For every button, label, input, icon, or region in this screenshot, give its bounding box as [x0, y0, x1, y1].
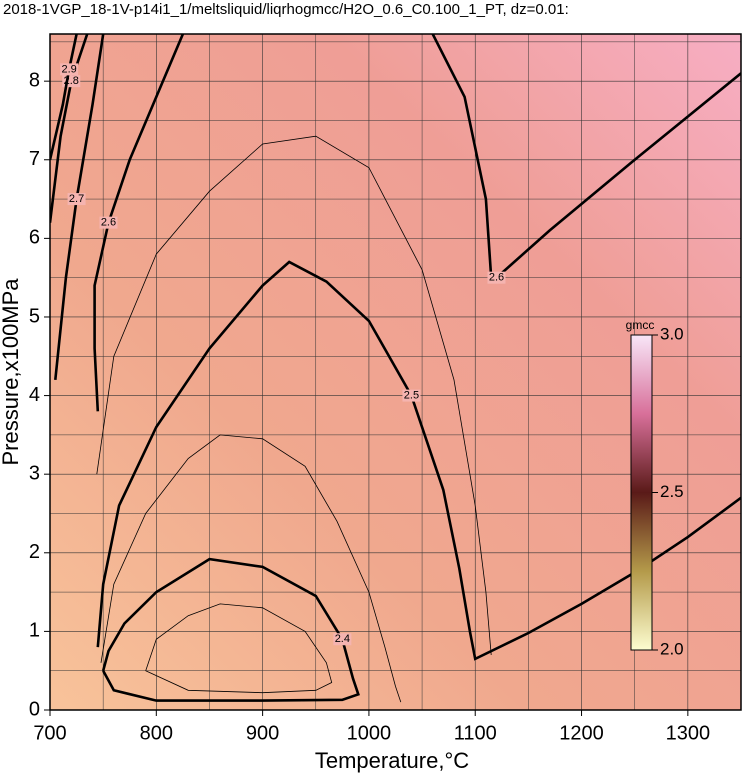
- contour-label-bg: [487, 271, 506, 284]
- contour-line: [100, 434, 402, 703]
- y-tick-label: 5: [29, 305, 40, 327]
- contour-label-bg: [333, 633, 352, 646]
- x-tick-label: 1100: [454, 722, 497, 744]
- colorbar-label: gmcc: [626, 318, 655, 332]
- x-tick-label: 1200: [559, 722, 604, 744]
- contour-line: [145, 603, 333, 694]
- contour-label-bg: [402, 389, 421, 402]
- contour-label-bg: [60, 63, 79, 76]
- y-tick-label: 1: [29, 620, 40, 642]
- x-tick-label: 800: [140, 722, 173, 744]
- contour-label: 2.7: [69, 193, 84, 205]
- x-tick-label: 1000: [347, 722, 392, 744]
- y-tick-label: 6: [29, 227, 40, 249]
- contour-line: [50, 34, 89, 223]
- colorbar-tick-label: 3.0: [660, 324, 684, 343]
- x-tick-label: 700: [33, 722, 66, 744]
- y-tick-label: 4: [29, 384, 40, 406]
- axes: 700 800 900 1000 1100 1200 1300 0 1 2 3 4 5 6 7 8 2.0 2.5…: [29, 69, 710, 744]
- y-axis-title: Pressure,x100MPa: [0, 278, 23, 466]
- contour-line: [50, 34, 78, 161]
- contour-label-bg: [67, 193, 86, 206]
- x-axis-title: Temperature,°C: [315, 748, 469, 773]
- contour-line: [96, 135, 492, 656]
- x-tick-label: 900: [246, 722, 279, 744]
- contour-label-bg: [99, 216, 118, 229]
- contour-label: 2.5: [404, 389, 419, 401]
- x-tick-label: 1300: [666, 722, 711, 744]
- y-tick-label: 2: [29, 541, 40, 563]
- plot-frame: [49, 33, 742, 711]
- contour-label: 2.6: [101, 217, 116, 229]
- colorbar-tick-label: 2.5: [660, 482, 684, 501]
- colorbar: [630, 334, 653, 651]
- plot-background: [50, 34, 741, 710]
- contour-label: 2.9: [61, 63, 76, 75]
- contour-label: 2.4: [335, 633, 350, 645]
- y-tick-label: 0: [29, 698, 40, 720]
- chart-title: 2018-1VGP_18-1V-p14i1_1/meltsliquid/liqr…: [3, 1, 569, 18]
- y-tick-label: 8: [29, 69, 40, 91]
- y-tick-label: 7: [29, 148, 40, 170]
- contour-label: 2.6: [489, 272, 504, 284]
- colorbar-tick-label: 2.0: [660, 639, 684, 658]
- y-tick-label: 3: [29, 462, 40, 484]
- contours: 2.42.52.62.62.72.82.9: [50, 34, 741, 703]
